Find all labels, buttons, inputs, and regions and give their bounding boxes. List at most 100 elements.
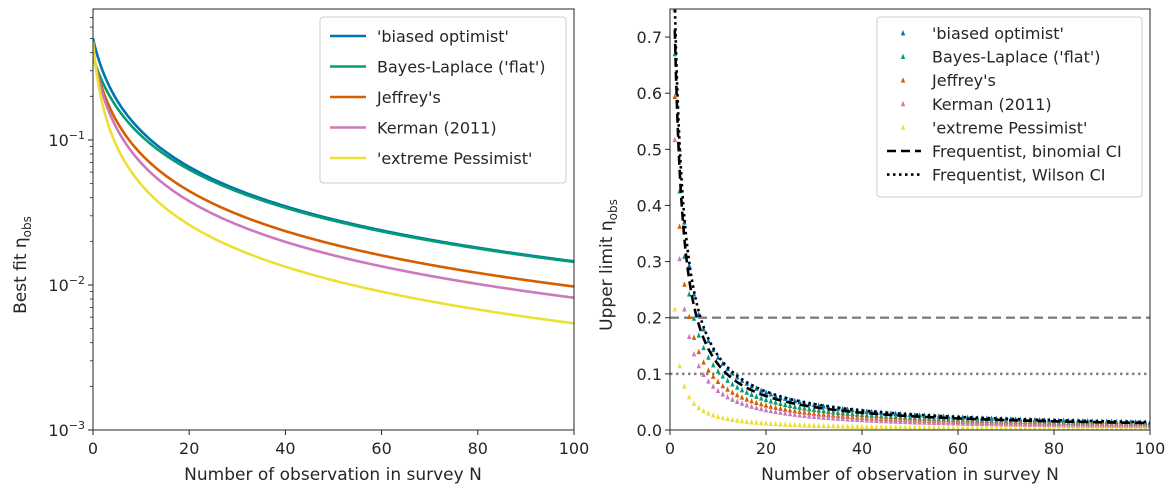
left-y-axis-label-main: Best fit η [11,237,31,314]
right-series-4-point [888,424,893,430]
right-series-0-point [864,408,869,414]
right-series-3-point [1032,421,1037,428]
right-series-2-point [802,409,807,415]
right-series-4-point [898,424,903,430]
right-series-3-point [927,419,932,425]
right-series-4-point [979,424,985,430]
right-series-1-point [749,391,754,397]
right-series-0-point [754,385,759,391]
right-series-3-point [787,410,793,417]
right-series-3-point [1042,421,1047,428]
right-series-4-point [1080,425,1085,430]
right-series-4-point [715,413,721,419]
right-series-4-point [1128,425,1133,430]
left-y-tick-label-2: 10−3 [48,419,85,440]
right-series-3-point [975,420,980,427]
right-series-4-point [1109,425,1114,430]
right-y-tick-label-6: 0.6 [637,84,662,103]
right-series-3-point [874,417,879,423]
right-series-0-point [706,337,711,344]
right-series-4-point [883,423,889,430]
right-series-2-point [792,407,797,414]
right-legend-label-4: 'extreme Pessimist' [932,118,1087,137]
right-series-3-point [1023,421,1028,427]
right-series-4-point [787,421,793,427]
right-series-1-point [706,354,711,360]
right-series-2-point [715,378,721,385]
right-series-4-point [672,306,677,312]
right-series-1-point [845,410,850,416]
right-series-4-point [845,423,850,429]
right-series-3-point [840,415,845,422]
right-series-4-point [1095,425,1100,430]
right-series-4-point [711,412,716,418]
right-series-4-point [749,419,754,425]
right-series-4-point [792,421,797,428]
right-series-1-point [864,412,869,418]
right-series-3-point [960,420,965,426]
right-legend-label-6: Frequentist, Wilson CI [932,166,1106,185]
right-y-tick-label-3: 0.3 [637,253,662,272]
right-series-markers-3 [672,136,1150,429]
right-series-3-point [898,418,903,424]
right-legend-label-0: 'biased optimist' [932,24,1064,43]
right-series-1-point [831,408,836,415]
right-series-4-point [1138,425,1143,430]
right-series-2-point [754,399,759,405]
left-x-tick-label-3: 60 [371,439,391,458]
right-series-2-point [730,389,735,395]
right-series-4-point [922,424,927,430]
right-legend-label-3: Kerman (2011) [932,95,1052,114]
left-y-tick-label-1: 10−2 [48,274,85,295]
right-series-2-point [735,392,740,398]
right-series-4-point [1008,425,1013,430]
right-series-3-point [811,413,817,419]
right-series-1-point [778,400,783,406]
right-series-4-point [701,407,706,414]
right-series-4-point [1023,425,1028,430]
right-series-3-point [1018,421,1023,427]
left-panel: Number of observation in survey N Best f… [11,8,589,485]
right-series-2-point [744,396,749,402]
right-series-2-point [749,398,754,404]
right-series-3-point [691,350,697,357]
right-series-2-point [797,408,802,414]
right-y-tick-label-4: 0.4 [637,196,662,215]
right-series-4-point [706,410,711,416]
right-series-3-point [735,398,740,404]
right-series-3-point [816,413,821,420]
right-series-3-point [845,416,850,422]
right-series-3-point [1095,422,1100,428]
right-series-3-point [1085,422,1090,428]
right-series-3-point [1013,421,1018,427]
right-series-3-point [1037,421,1042,428]
right-series-1-point [720,373,725,379]
right-legend-swatch-4 [900,124,906,130]
right-x-axis-label: Number of observation in survey N [761,465,1059,485]
right-series-1-point [711,361,716,368]
left-x-tick-label-2: 40 [275,439,295,458]
right-series-4-point [696,404,701,411]
right-series-4-point [1143,425,1147,430]
right-legend-swatch-0 [900,30,906,36]
right-series-3-point [835,415,841,421]
right-series-4-point [1003,425,1009,430]
right-x-tick-label-2: 40 [852,439,872,458]
right-series-4-point [927,424,932,430]
right-series-2-point [682,281,687,287]
right-series-4-point [840,423,845,429]
right-series-4-point [931,424,937,430]
left-y-axis-label-sub: obs [20,216,34,237]
left-legend-label-1: Bayes-Laplace ('flat') [377,58,546,77]
right-series-3-point [984,420,989,427]
right-series-4-point [1032,425,1037,430]
right-series-1-point [730,381,735,387]
right-series-3-point [1056,421,1061,428]
right-series-3-point [682,306,687,312]
right-series-1-point [768,398,773,404]
right-series-3-point [730,396,735,402]
right-y-tick-label-1: 0.1 [637,365,662,384]
right-series-3-point [744,402,749,408]
right-series-4-point [984,424,989,430]
right-series-1-point [802,405,807,411]
